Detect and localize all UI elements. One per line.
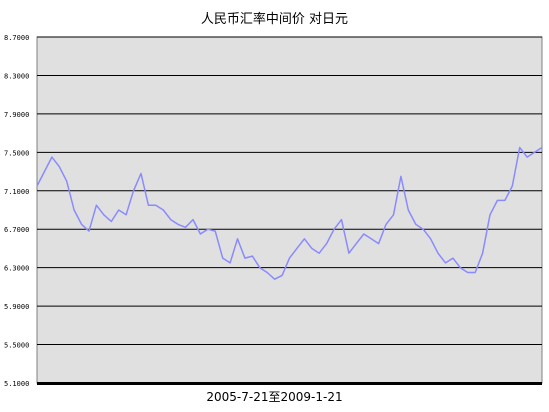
y-tick-label: 7.1000 [4,188,29,196]
y-tick-label: 8.3000 [4,72,29,80]
y-tick-label: 5.5000 [4,342,29,350]
y-tick-label: 5.1000 [4,380,29,388]
y-tick-label: 5.9000 [4,303,29,311]
y-tick-label: 7.9000 [4,111,29,119]
x-axis-label: 2005-7-21至2009-1-21 [206,390,343,404]
y-tick-label: 7.5000 [4,149,29,157]
chart-title: 人民币汇率中间价 对日元 [200,12,349,27]
x-axis-line [37,382,542,385]
plot-area [36,36,543,384]
y-tick-label: 6.3000 [4,265,29,273]
series-line [36,146,543,280]
y-tick-label: 6.7000 [4,226,29,234]
y-axis-ticks: 8.7000 8.3000 7.9000 7.5000 7.1000 6.7000 6.30… [4,34,29,388]
y-tick-label: 8.7000 [4,34,29,42]
